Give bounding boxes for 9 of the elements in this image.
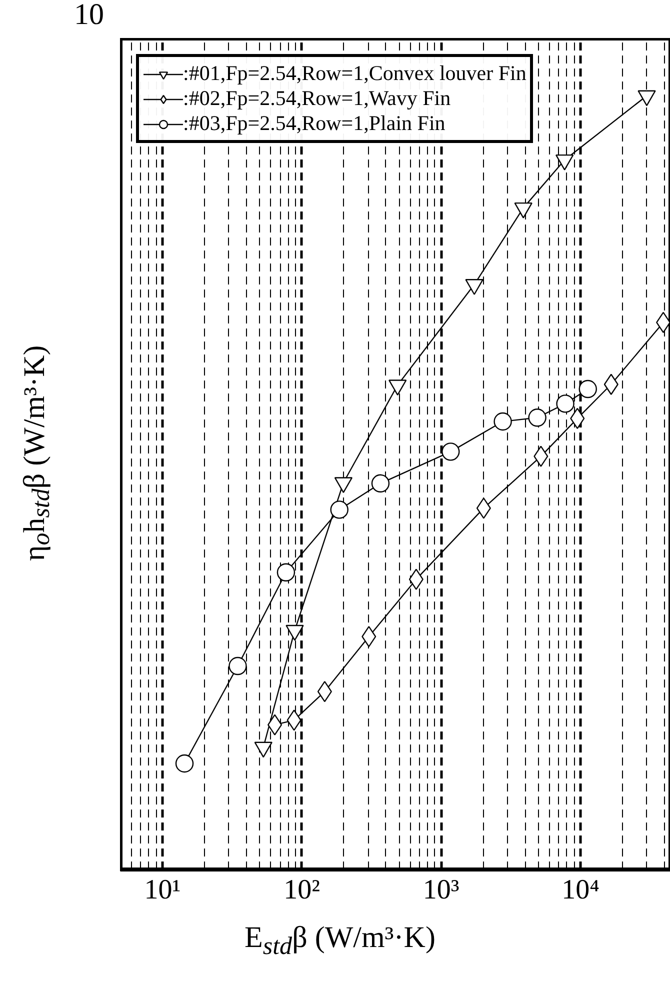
legend-label: :#01,Fp=2.54,Row=1,Convex louver Fin: [183, 61, 526, 86]
x-tick-label: 10¹: [144, 874, 181, 906]
x-tick-label: 10²: [284, 874, 320, 906]
x-axis-title: E$_{std}$β (W/m³·K): [244, 920, 436, 960]
legend-label: :#03,Fp=2.54,Row=1,Plain Fin: [183, 111, 446, 136]
x-tick-label: 10³: [422, 874, 460, 906]
x-tick-label: 10⁴: [562, 874, 600, 906]
legend-label: :#02,Fp=2.54,Row=1,Wavy Fin: [183, 86, 451, 111]
text: 10: [73, 0, 105, 31]
